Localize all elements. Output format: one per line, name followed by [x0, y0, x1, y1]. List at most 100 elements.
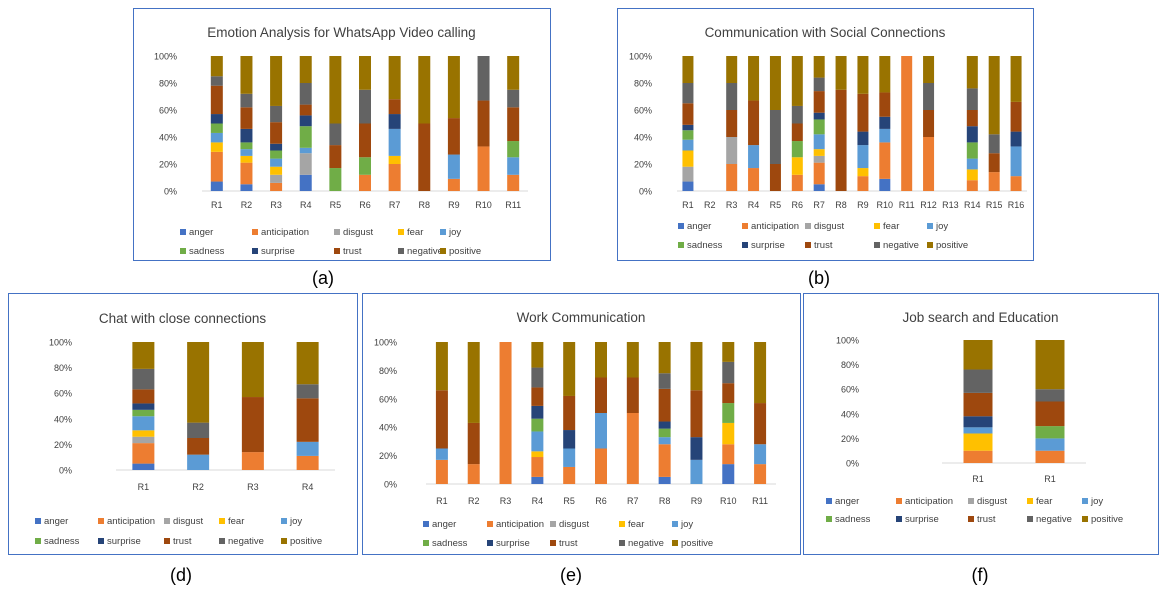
bar-segment-positive — [966, 56, 978, 89]
legend-label-joy: joy — [935, 221, 948, 232]
y-tick-label: 20% — [379, 451, 397, 461]
bar-segment-negative — [966, 88, 978, 110]
legend-label-trust: trust — [814, 240, 833, 251]
legend-label-joy: joy — [680, 519, 693, 530]
legend-label-trust: trust — [559, 538, 578, 549]
bar-segment-anticipation — [240, 162, 253, 185]
legend-label-anticipation: anticipation — [261, 227, 309, 238]
legend-swatch-joy — [281, 518, 287, 524]
bar-segment-joy — [388, 128, 401, 156]
bar-segment-joy — [1035, 438, 1065, 451]
bar-segment-negative — [726, 83, 738, 110]
legend-label-anticipation: anticipation — [107, 516, 155, 527]
bar-segment-anticipation — [531, 457, 544, 477]
bar-segment-positive — [754, 342, 767, 404]
chart-panel-e: Work Communication 0% 20% 40% 60% 80% 100% R1 R2… — [362, 293, 801, 555]
legend-swatch-fear — [219, 518, 225, 524]
bar-segment-negative — [477, 56, 490, 101]
bar-segment-fear — [531, 451, 544, 458]
bar-segment-surprise — [132, 403, 155, 410]
legend-swatch-disgust — [334, 229, 340, 235]
bar-segment-positive — [296, 342, 319, 385]
x-tick-label: R4 — [532, 496, 544, 506]
bar-segment-sadness — [359, 157, 371, 175]
legend-label-sadness: sadness — [432, 538, 468, 549]
y-tick-label: 0% — [164, 187, 177, 197]
bar-segment-negative — [813, 77, 825, 92]
bar-segment-disgust — [299, 153, 312, 175]
bar-segment-positive — [923, 56, 935, 83]
legend-swatch-joy — [672, 521, 678, 527]
legend-swatch-anger — [35, 518, 41, 524]
bar-segment-negative — [187, 422, 210, 438]
y-tick-label: 100% — [374, 338, 397, 348]
y-tick-label: 20% — [634, 160, 652, 170]
legend-swatch-anticipation — [252, 229, 258, 235]
bar-segment-negative — [658, 373, 671, 389]
bar-segment-positive — [210, 56, 223, 77]
legend-label-trust: trust — [977, 514, 996, 525]
bar-segment-fear — [813, 149, 825, 156]
bar-segment-negative — [963, 369, 993, 393]
bar-segment-positive — [963, 340, 993, 370]
bar-segment-sadness — [1035, 426, 1065, 439]
legend-swatch-fear — [1027, 498, 1033, 504]
legend-label-joy: joy — [289, 516, 302, 527]
bar-segment-joy — [754, 444, 767, 465]
bar-segment-anger — [240, 184, 253, 191]
chart-title: Emotion Analysis for WhatsApp Video call… — [207, 25, 475, 40]
bar-segment-negative — [299, 83, 312, 105]
bar-segment-surprise — [857, 131, 869, 146]
y-tick-label: 80% — [54, 363, 72, 373]
bar-segment-joy — [270, 158, 283, 167]
bar-segment-trust — [722, 383, 735, 404]
legend-label-disgust: disgust — [173, 516, 203, 527]
x-tick-label: R14 — [964, 200, 981, 210]
bar-segment-positive — [447, 56, 460, 119]
bar-segment-positive — [270, 56, 283, 106]
bar-segment-anticipation — [726, 164, 738, 191]
bar-segment-anger — [682, 181, 694, 191]
bar-segment-negative — [531, 367, 544, 388]
bar-segment-trust — [241, 397, 264, 453]
legend-swatch-disgust — [550, 521, 556, 527]
legend-label-sadness: sadness — [189, 246, 225, 257]
x-tick-label: R15 — [986, 200, 1003, 210]
bar-segment-trust — [791, 123, 803, 142]
legend-label-sadness: sadness — [44, 536, 80, 547]
legend-swatch-anger — [678, 223, 684, 229]
bar-segment-sadness — [531, 418, 544, 432]
x-tick-label: R1 — [682, 200, 694, 210]
bar-segment-joy — [563, 448, 576, 467]
bar-segment-joy — [187, 454, 210, 470]
x-tick-label: R1 — [138, 482, 150, 492]
y-tick-label: 100% — [154, 52, 177, 62]
legend-swatch-negative — [619, 540, 625, 546]
y-tick-label: 80% — [634, 79, 652, 89]
legend-label-negative: negative — [1036, 514, 1072, 525]
x-tick-label: R2 — [241, 200, 253, 210]
legend-label-anger: anger — [189, 227, 213, 238]
bar-segment-negative — [988, 134, 1000, 154]
y-tick-label: 80% — [379, 366, 397, 376]
y-tick-label: 0% — [384, 480, 397, 490]
chart-svg: Work Communication 0% 20% 40% 60% 80% 100% R1 R2… — [374, 310, 776, 549]
legend-label-disgust: disgust — [977, 496, 1007, 507]
bar-segment-anticipation — [477, 146, 490, 191]
bar-segment-sadness — [791, 141, 803, 158]
bar-segment-fear — [388, 155, 401, 164]
bar-segment-fear — [966, 169, 978, 181]
legend-swatch-trust — [334, 248, 340, 254]
x-tick-label: R2 — [192, 482, 204, 492]
bar-segment-anticipation — [879, 142, 891, 179]
legend-swatch-trust — [968, 516, 974, 522]
bar-segment-negative — [240, 93, 253, 108]
bar-segment-trust — [626, 377, 639, 413]
bar-segment-negative — [722, 361, 735, 384]
chart-svg: Chat with close connections 0% 20% 40% 60% 80… — [35, 311, 335, 547]
bar-segment-positive — [988, 56, 1000, 135]
x-tick-label: R1 — [436, 496, 448, 506]
bar-segment-trust — [477, 100, 490, 147]
legend-swatch-surprise — [98, 538, 104, 544]
x-tick-label: R8 — [659, 496, 671, 506]
